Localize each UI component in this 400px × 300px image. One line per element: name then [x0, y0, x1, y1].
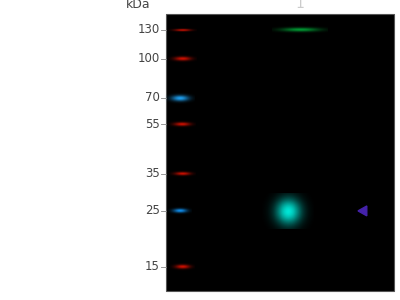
Text: 1: 1 — [296, 0, 304, 11]
Text: 55: 55 — [145, 118, 160, 131]
Polygon shape — [358, 206, 367, 216]
Text: 35: 35 — [145, 167, 160, 181]
Bar — [166, 14, 394, 291]
Text: 70: 70 — [145, 92, 160, 104]
Text: 15: 15 — [145, 260, 160, 274]
Text: kDa: kDa — [126, 0, 150, 11]
Text: 25: 25 — [145, 204, 160, 218]
Text: 100: 100 — [138, 52, 160, 65]
Text: 130: 130 — [138, 23, 160, 37]
